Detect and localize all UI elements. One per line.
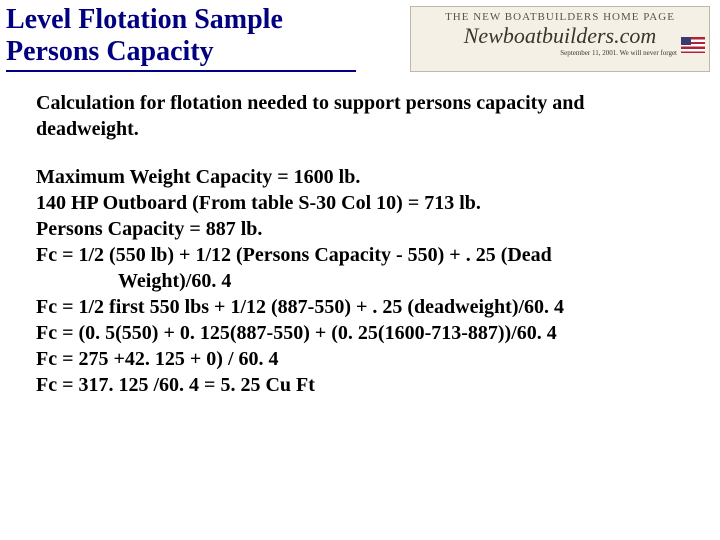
calc-line-4b: Weight)/60. 4: [36, 268, 684, 294]
calc-line-6: Fc = (0. 5(550) + 0. 125(887-550) + (0. …: [36, 320, 684, 346]
site-logo: THE NEW BOATBUILDERS HOME PAGE Newboatbu…: [410, 6, 710, 72]
calc-line-7: Fc = 275 +42. 125 + 0) / 60. 4: [36, 346, 684, 372]
title-underline: [6, 70, 356, 72]
intro-paragraph: Calculation for flotation needed to supp…: [36, 90, 684, 142]
logo-sub-text: September 11, 2001. We will never forget: [411, 47, 709, 57]
content-area: Calculation for flotation needed to supp…: [0, 90, 720, 398]
logo-main-text: Newboatbuilders.com: [411, 23, 709, 47]
title-line-2: Persons Capacity: [6, 36, 214, 67]
calc-line-1: Maximum Weight Capacity = 1600 lb.: [36, 164, 684, 190]
calc-line-8: Fc = 317. 125 /60. 4 = 5. 25 Cu Ft: [36, 372, 684, 398]
flag-icon: [681, 37, 705, 53]
calc-line-2: 140 HP Outboard (From table S-30 Col 10)…: [36, 190, 684, 216]
calc-line-3: Persons Capacity = 887 lb.: [36, 216, 684, 242]
calc-line-5: Fc = 1/2 first 550 lbs + 1/12 (887-550) …: [36, 294, 684, 320]
calc-line-4: Fc = 1/2 (550 lb) + 1/12 (Persons Capaci…: [36, 242, 684, 268]
logo-top-text: THE NEW BOATBUILDERS HOME PAGE: [411, 7, 709, 23]
title-line-1: Level Flotation Sample: [6, 4, 283, 35]
calculation-block: Maximum Weight Capacity = 1600 lb. 140 H…: [36, 164, 684, 398]
